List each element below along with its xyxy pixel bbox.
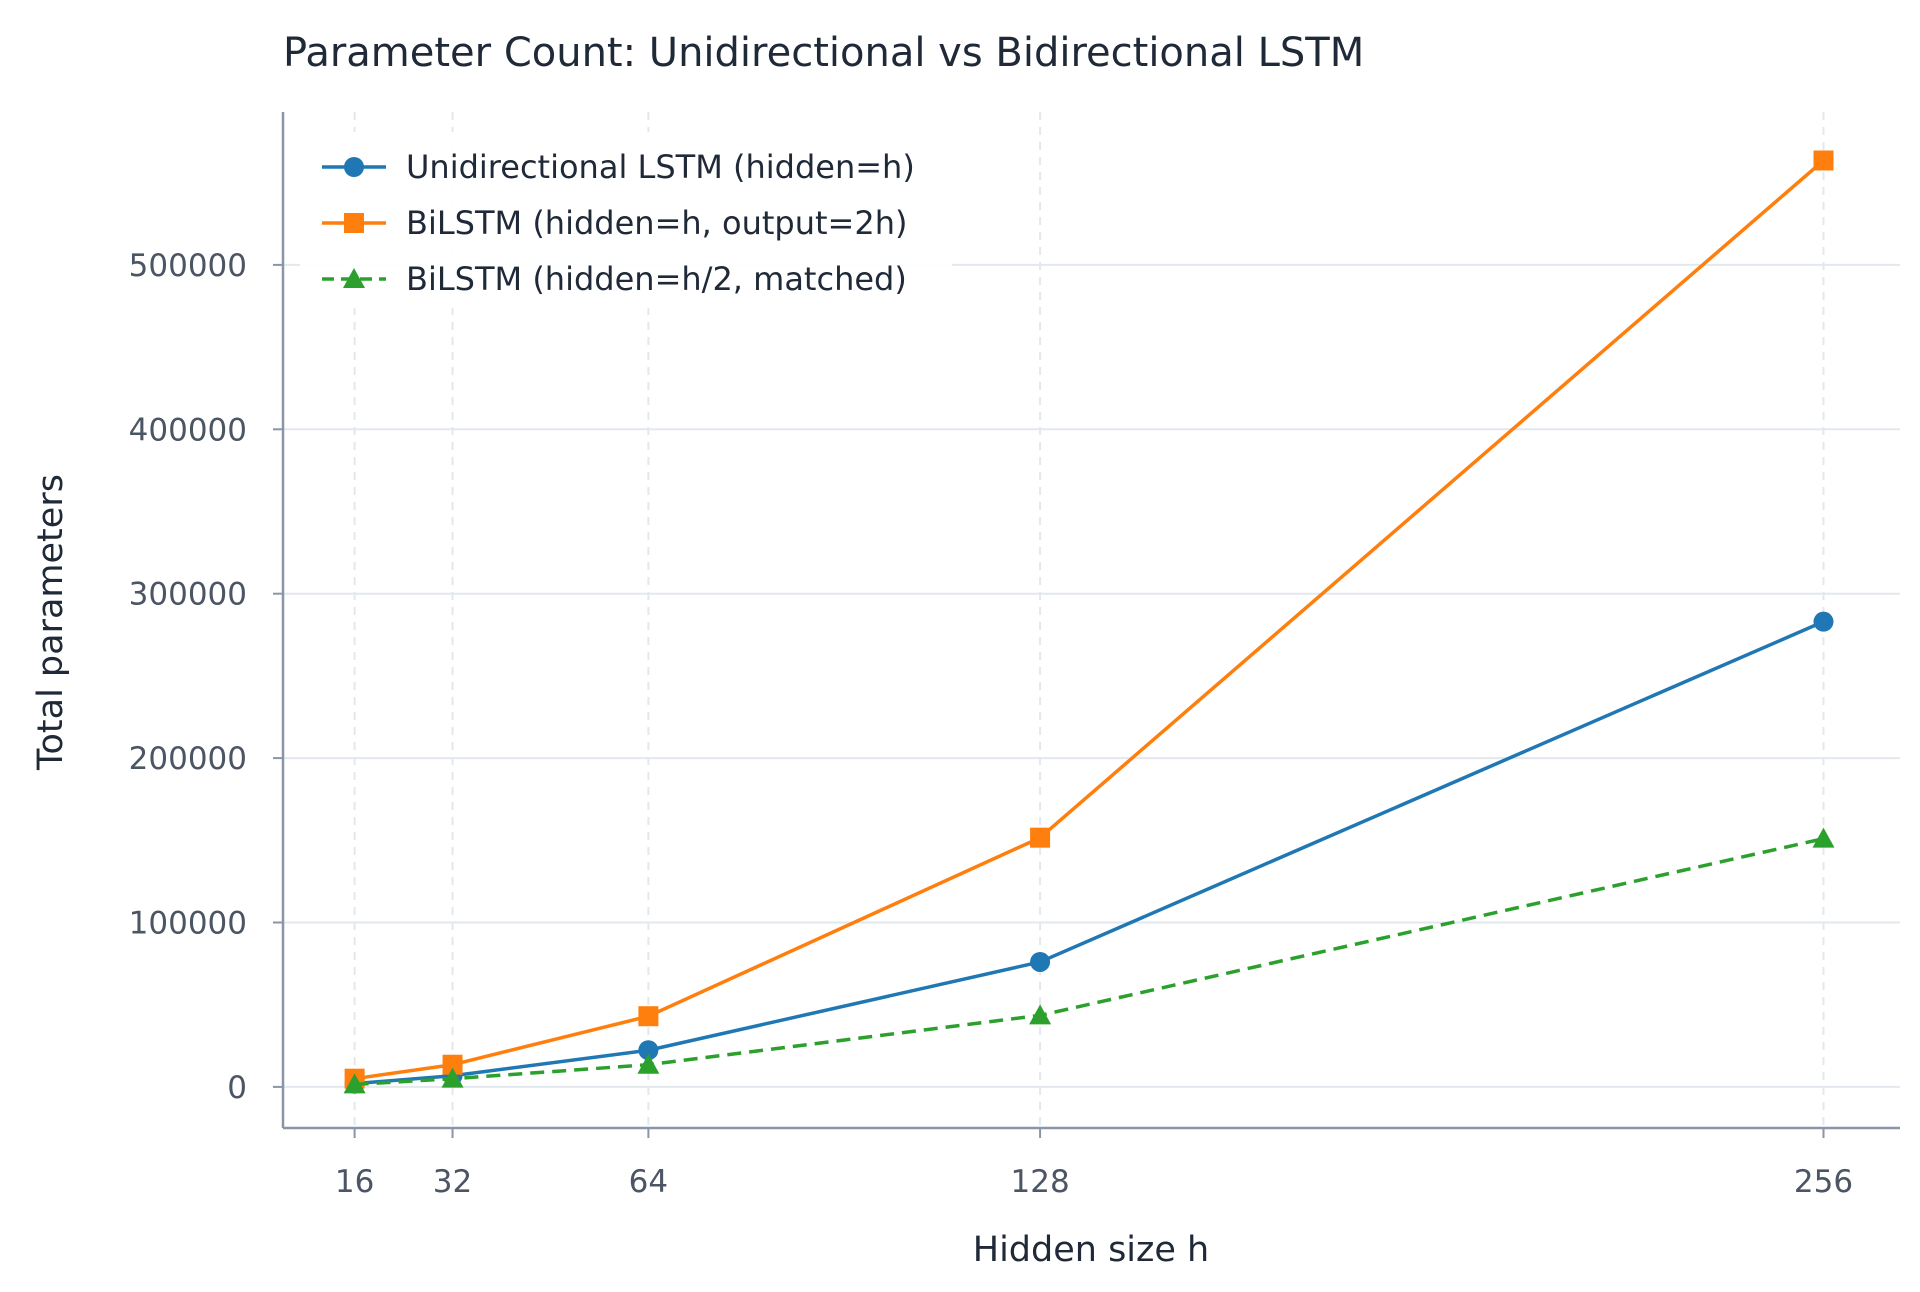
y-tick-label: 0 xyxy=(227,1070,247,1106)
y-tick-label: 400000 xyxy=(129,412,247,448)
axes xyxy=(281,112,1900,1130)
data-point-2 xyxy=(1812,827,1835,848)
y-tick-label: 500000 xyxy=(129,248,247,284)
x-axis-ticks: 16 32 64 128 256 xyxy=(335,1128,1853,1200)
y-tick-label: 100000 xyxy=(129,905,247,941)
data-point-0 xyxy=(1030,951,1051,972)
data-point-2 xyxy=(441,1067,464,1088)
x-tick-label: 256 xyxy=(1794,1164,1853,1200)
y-tick-label: 200000 xyxy=(129,741,247,777)
data-point-1 xyxy=(1030,827,1051,848)
y-axis-ticks: 0 100000 200000 300000 400000 500000 xyxy=(129,248,283,1106)
series-line-2 xyxy=(354,836,1824,1087)
data-point-0 xyxy=(1813,611,1834,632)
data-point-2 xyxy=(343,1073,366,1094)
x-tick-label: 32 xyxy=(433,1164,472,1200)
data-point-2 xyxy=(637,1053,660,1074)
legend-box xyxy=(300,132,952,308)
x-tick-label: 16 xyxy=(335,1164,374,1200)
legend-marker-0 xyxy=(344,157,364,177)
data-point-1 xyxy=(442,1054,463,1075)
legend-marker-2 xyxy=(343,268,365,288)
legend: Unidirectional LSTM (hidden=h) BiLSTM (hi… xyxy=(300,132,952,308)
data-point-1 xyxy=(638,1006,659,1027)
x-tick-label: 128 xyxy=(1011,1164,1070,1200)
data-point-2 xyxy=(1029,1004,1052,1025)
series-line-0 xyxy=(354,620,1825,1086)
data-point-1 xyxy=(1813,150,1834,171)
x-axis-label: Hidden size h xyxy=(973,1230,1210,1270)
legend-marker-1 xyxy=(344,213,364,233)
chart-title: Parameter Count: Unidirectional vs Bidir… xyxy=(283,30,1364,76)
y-tick-label: 300000 xyxy=(129,577,247,613)
x-tick-label: 64 xyxy=(629,1164,668,1200)
legend-label-0: Unidirectional LSTM (hidden=h) xyxy=(406,148,915,186)
legend-label-1: BiLSTM (hidden=h, output=2h) xyxy=(406,204,907,242)
series-group xyxy=(343,150,1835,1094)
data-point-0 xyxy=(638,1040,659,1061)
legend-label-2: BiLSTM (hidden=h/2, matched) xyxy=(406,260,907,298)
y-axis-label: Total parameters xyxy=(31,474,71,771)
